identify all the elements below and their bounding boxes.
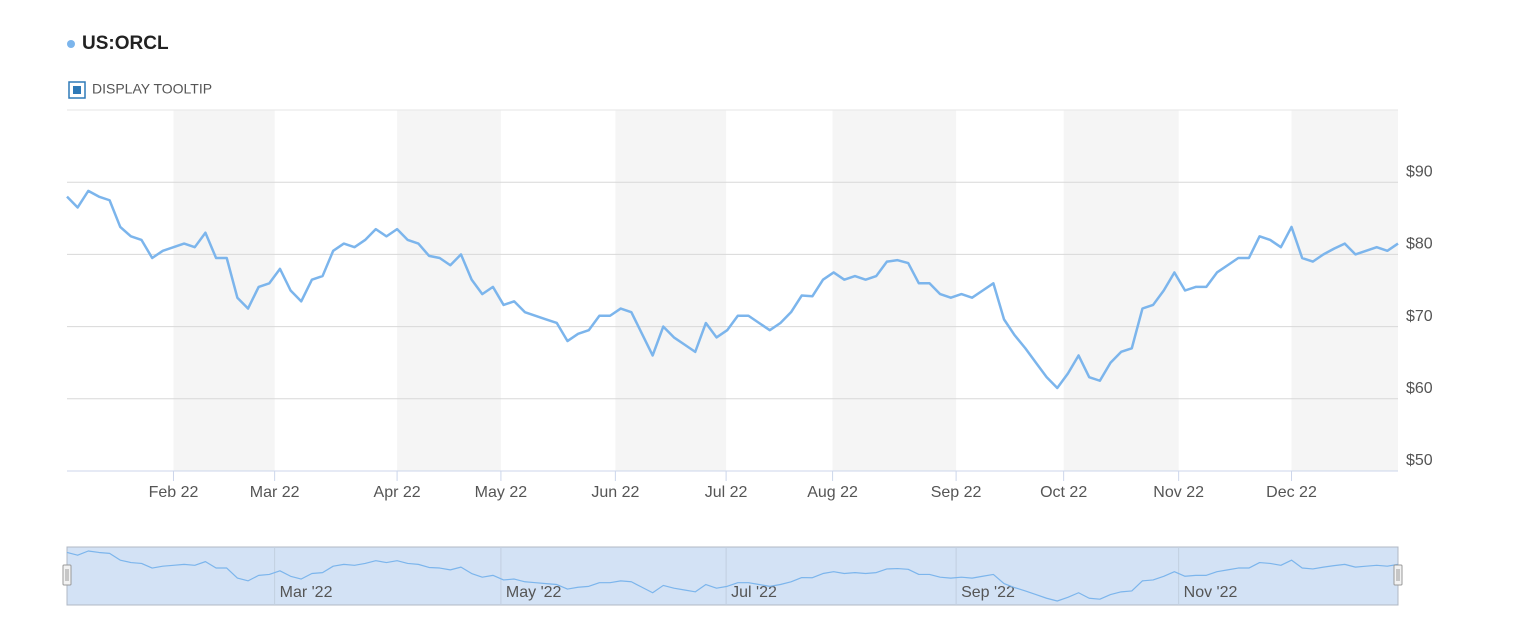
x-tick-label: Nov 22 (1153, 484, 1204, 501)
navigator-tick-label: May '22 (506, 584, 562, 601)
x-tick-label: Oct 22 (1040, 484, 1087, 501)
navigator-line (66, 550, 1399, 602)
navigator-tick-label: Sep '22 (961, 584, 1015, 601)
x-tick-label: May 22 (475, 484, 528, 501)
plot-band (615, 110, 727, 471)
x-tick-label: Apr 22 (374, 484, 421, 501)
navigator-handle[interactable] (62, 564, 72, 586)
x-tick-label: Sep 22 (931, 484, 982, 501)
y-tick-label: $60 (1406, 380, 1433, 397)
x-tick-label: Aug 22 (807, 484, 858, 501)
navigator-tick-label: Jul '22 (731, 584, 777, 601)
plot-band (1291, 110, 1398, 471)
plot-band (397, 110, 501, 471)
navigator-handle[interactable] (1393, 564, 1403, 586)
x-tick-label: Mar 22 (250, 484, 300, 501)
x-tick-label: Dec 22 (1266, 484, 1317, 501)
series-title: US:ORCL (82, 33, 169, 54)
x-tick-label: Jul 22 (705, 484, 748, 501)
x-tick-label: Jun 22 (591, 484, 639, 501)
checkbox-check (73, 86, 81, 94)
plot-band (1063, 110, 1179, 471)
y-tick-label: $70 (1406, 308, 1433, 325)
x-tick-label: Feb 22 (149, 484, 199, 501)
navigator-tick-label: Nov '22 (1184, 584, 1238, 601)
price-line (66, 189, 1399, 390)
y-tick-label: $80 (1406, 236, 1433, 253)
series-marker (67, 40, 75, 48)
y-tick-label: $90 (1406, 163, 1433, 180)
navigator-tick-label: Mar '22 (280, 584, 333, 601)
plot-band (173, 110, 275, 471)
tooltip-label[interactable]: DISPLAY TOOLTIP (92, 81, 212, 97)
y-tick-label: $50 (1406, 452, 1433, 469)
